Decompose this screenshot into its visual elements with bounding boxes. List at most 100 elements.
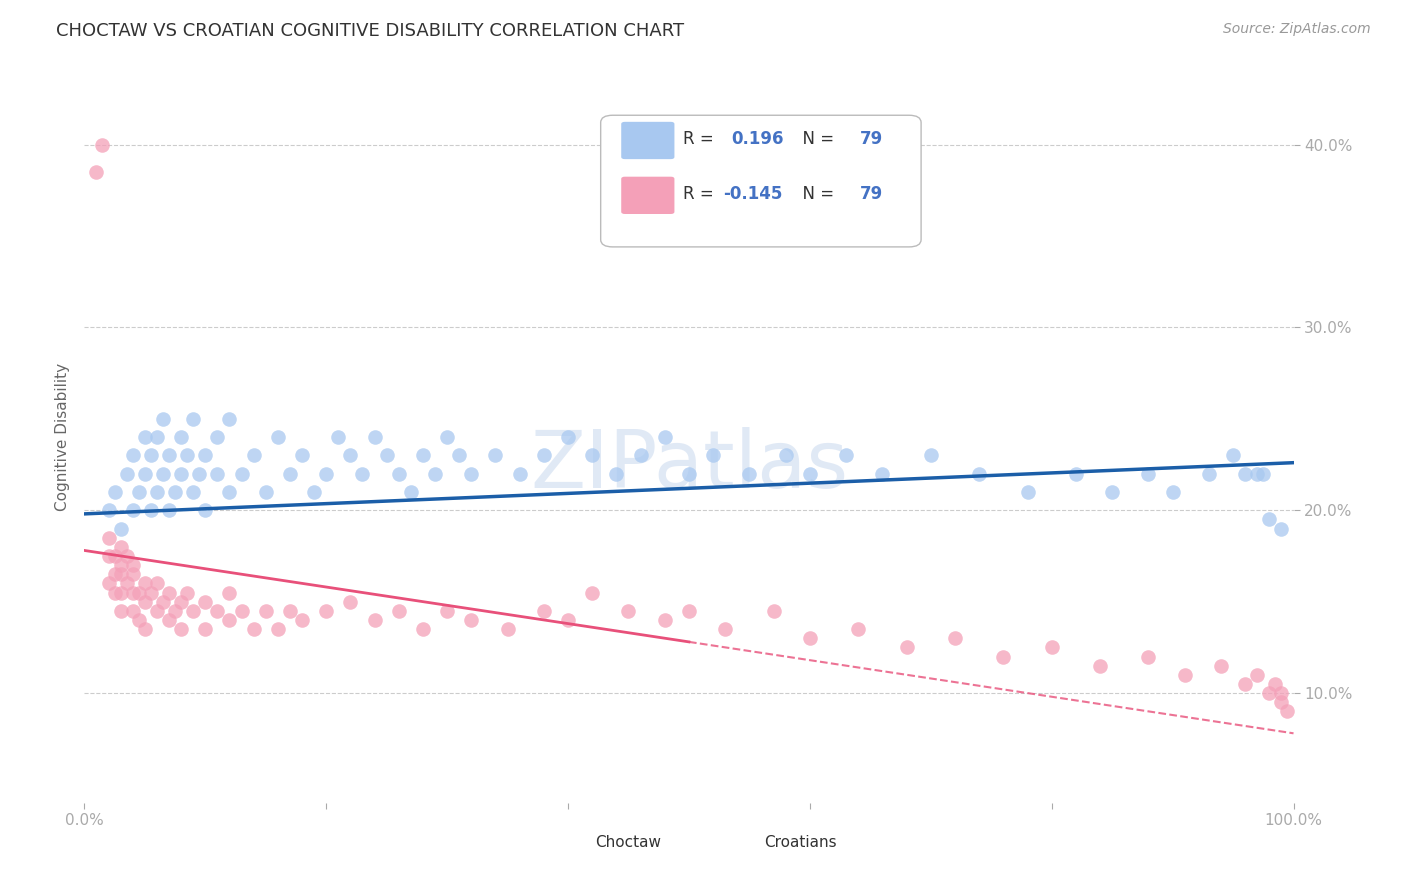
Point bbox=[110, 558, 132, 573]
Point bbox=[181, 485, 204, 500]
Point bbox=[1161, 485, 1184, 500]
Point bbox=[110, 585, 132, 599]
Point bbox=[86, 165, 108, 179]
Point bbox=[104, 585, 127, 599]
Point bbox=[993, 649, 1015, 664]
Point bbox=[1246, 667, 1268, 681]
Point bbox=[291, 448, 314, 462]
Point bbox=[176, 585, 198, 599]
Point bbox=[104, 567, 127, 582]
Point bbox=[121, 448, 143, 462]
Point bbox=[134, 622, 156, 636]
Point bbox=[617, 604, 640, 618]
Point bbox=[920, 448, 942, 462]
Point bbox=[581, 585, 603, 599]
Point bbox=[496, 622, 519, 636]
Point bbox=[170, 430, 193, 444]
Point bbox=[254, 485, 277, 500]
Point bbox=[278, 467, 301, 481]
Point bbox=[110, 521, 132, 535]
Point bbox=[291, 613, 314, 627]
Point bbox=[134, 576, 156, 591]
Text: CHOCTAW VS CROATIAN COGNITIVE DISABILITY CORRELATION CHART: CHOCTAW VS CROATIAN COGNITIVE DISABILITY… bbox=[56, 22, 685, 40]
Point bbox=[1064, 467, 1087, 481]
Point bbox=[1101, 485, 1123, 500]
Point bbox=[139, 585, 162, 599]
Point bbox=[460, 467, 482, 481]
Point bbox=[170, 594, 193, 608]
Point bbox=[799, 632, 821, 646]
Point bbox=[1258, 686, 1281, 700]
Point bbox=[139, 503, 162, 517]
Point bbox=[557, 613, 579, 627]
Point bbox=[91, 137, 114, 152]
Point bbox=[581, 448, 603, 462]
Point bbox=[152, 594, 174, 608]
Text: Source: ZipAtlas.com: Source: ZipAtlas.com bbox=[1223, 22, 1371, 37]
Point bbox=[128, 585, 150, 599]
Point bbox=[896, 640, 918, 655]
Point bbox=[267, 430, 290, 444]
Point bbox=[134, 430, 156, 444]
Point bbox=[762, 604, 785, 618]
Point bbox=[799, 467, 821, 481]
Point bbox=[170, 622, 193, 636]
Point bbox=[97, 531, 120, 545]
Point bbox=[352, 467, 374, 481]
Text: N =: N = bbox=[792, 185, 839, 202]
Point bbox=[181, 604, 204, 618]
Point bbox=[181, 412, 204, 426]
Point bbox=[121, 585, 143, 599]
Point bbox=[194, 503, 217, 517]
Point bbox=[702, 448, 724, 462]
Point bbox=[423, 467, 446, 481]
Text: R =: R = bbox=[683, 130, 724, 148]
Text: 0.196: 0.196 bbox=[731, 130, 783, 148]
Point bbox=[157, 448, 180, 462]
Point bbox=[339, 594, 361, 608]
Point bbox=[557, 430, 579, 444]
Text: Croatians: Croatians bbox=[763, 835, 837, 850]
Point bbox=[388, 467, 411, 481]
Point bbox=[152, 412, 174, 426]
Point bbox=[207, 604, 229, 618]
Point bbox=[738, 467, 761, 481]
Point bbox=[1234, 677, 1257, 691]
Point bbox=[605, 467, 627, 481]
Point bbox=[1234, 467, 1257, 481]
Point bbox=[509, 467, 531, 481]
Point bbox=[1088, 658, 1111, 673]
Point bbox=[218, 412, 240, 426]
Point bbox=[399, 485, 422, 500]
Point bbox=[1270, 686, 1292, 700]
Point bbox=[654, 613, 676, 627]
Point bbox=[1137, 467, 1160, 481]
Point bbox=[436, 604, 458, 618]
Point bbox=[278, 604, 301, 618]
FancyBboxPatch shape bbox=[710, 833, 759, 854]
FancyBboxPatch shape bbox=[540, 833, 589, 854]
Point bbox=[267, 622, 290, 636]
Point bbox=[1253, 467, 1275, 481]
Point bbox=[1209, 658, 1232, 673]
Point bbox=[315, 467, 337, 481]
Text: ZIPatlas: ZIPatlas bbox=[530, 427, 848, 506]
Point bbox=[115, 576, 138, 591]
Point bbox=[218, 485, 240, 500]
Point bbox=[1222, 448, 1244, 462]
Point bbox=[157, 585, 180, 599]
Point bbox=[110, 604, 132, 618]
Text: N =: N = bbox=[792, 130, 839, 148]
Text: 79: 79 bbox=[859, 130, 883, 148]
Point bbox=[484, 448, 506, 462]
Point bbox=[943, 632, 966, 646]
Point bbox=[115, 467, 138, 481]
Point bbox=[139, 448, 162, 462]
Point bbox=[188, 467, 211, 481]
Point bbox=[231, 604, 253, 618]
Point bbox=[1270, 695, 1292, 709]
Point bbox=[115, 549, 138, 563]
Point bbox=[194, 622, 217, 636]
Point bbox=[714, 622, 737, 636]
Text: 79: 79 bbox=[859, 185, 883, 202]
